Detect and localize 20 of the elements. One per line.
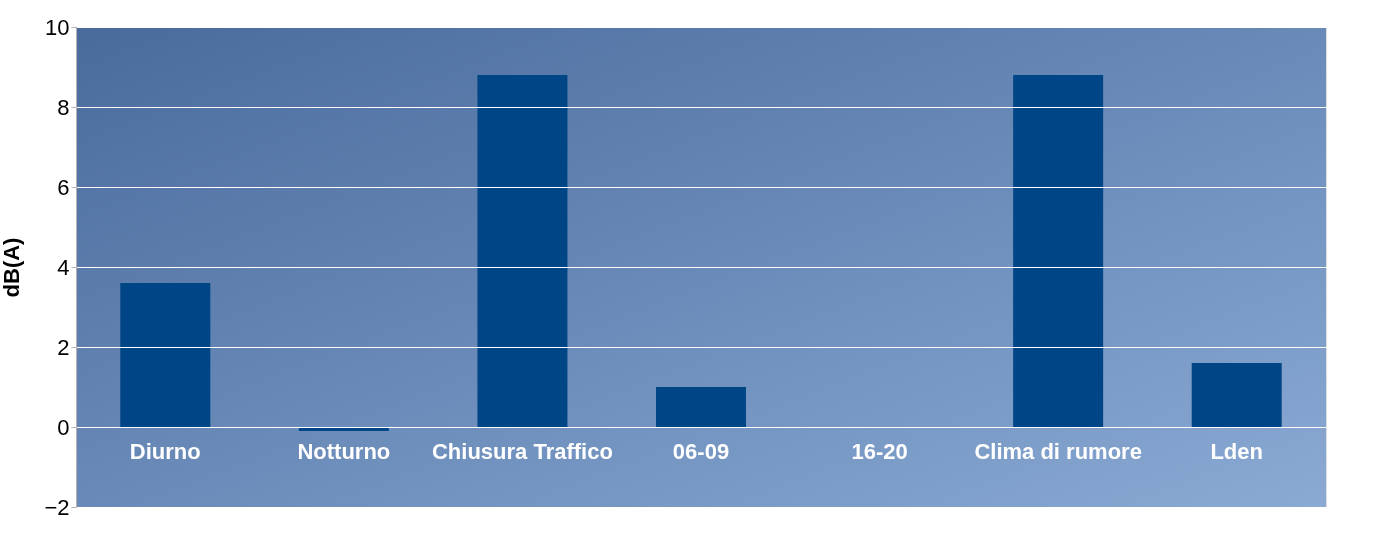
x-tick-label: Diurno <box>129 438 201 464</box>
y-tick-label: 10 <box>45 14 70 40</box>
x-tick-label: Lden <box>1210 438 1263 464</box>
bar <box>477 75 568 427</box>
y-tick-label: −2 <box>44 494 70 520</box>
x-tick-label: Clima di rumore <box>974 438 1142 464</box>
y-tick-label: 4 <box>57 254 70 280</box>
bar <box>656 387 746 427</box>
y-axis-title: dB(A) <box>0 237 25 298</box>
bar <box>120 283 211 427</box>
y-tick-label: 6 <box>57 174 70 200</box>
y-tick-label: 0 <box>57 414 70 440</box>
bar <box>1013 75 1104 427</box>
x-tick-label: Chiusura Traffico <box>431 438 613 464</box>
bar <box>1191 363 1282 427</box>
y-tick-label: 2 <box>57 334 70 360</box>
x-tick-label: 06-09 <box>672 438 730 464</box>
y-tick-label: 8 <box>57 94 70 120</box>
x-tick-label: 16-20 <box>851 438 908 464</box>
x-tick-label: Notturno <box>297 438 391 464</box>
